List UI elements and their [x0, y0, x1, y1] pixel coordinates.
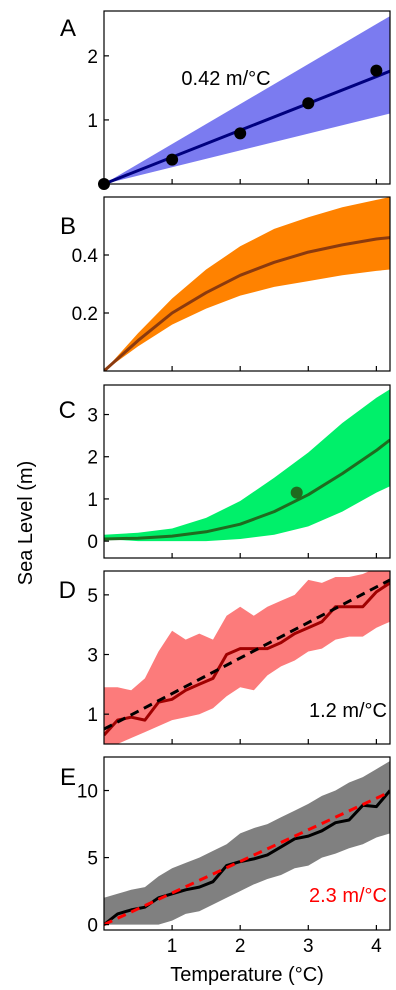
panel-b-series-1-line — [104, 236, 390, 371]
panel-a-band — [104, 16, 390, 184]
panel-a-ytick-label: 1 — [87, 111, 98, 132]
panel-b-letter: B — [60, 213, 76, 240]
panel-c-letter: C — [59, 397, 76, 424]
x-axis-title: Temperature (°C) — [170, 964, 324, 986]
panel-d-ytick-label: 5 — [87, 586, 98, 607]
panel-e-ytick-label: 10 — [77, 782, 98, 803]
panel-a-point-4 — [302, 97, 315, 110]
y-axis-title: Sea Level (m) — [15, 461, 37, 586]
panel-a-point-3 — [234, 127, 247, 140]
panel-d-band — [104, 571, 390, 744]
panel-d-axes-box — [103, 570, 391, 745]
panel-e-band — [104, 761, 390, 925]
panel-d-ytick-label: 1 — [87, 705, 98, 726]
panel-c-ytick-label: 2 — [87, 448, 98, 469]
panel-e-letter: E — [60, 764, 76, 791]
panel-e-xtick-label: 3 — [303, 936, 314, 957]
panel-a-letter: A — [60, 15, 76, 42]
panel-c-ytick-label: 1 — [87, 490, 98, 511]
panel-b-band — [104, 197, 390, 371]
panel-e-xtick-label: 4 — [371, 936, 382, 957]
panel-a-slope-annotation: 0.42 m/°C — [181, 68, 270, 90]
panel-c-axes-box — [103, 384, 391, 559]
panel-c-ytick-label: 3 — [87, 406, 98, 427]
panel-d-series-1-line — [104, 581, 390, 737]
panel-a-point-2 — [166, 153, 179, 166]
panel-d-series-2-dashed-fit — [104, 578, 390, 731]
panel-e-ytick-label: 0 — [87, 916, 98, 937]
panel-b-ytick-label: 0.4 — [72, 246, 99, 267]
panel-b-ytick-label: 0.2 — [72, 304, 98, 325]
panel-e-slope-annotation: 2.3 m/°C — [309, 885, 387, 907]
panel-e-series-2-dashed-fit — [104, 790, 390, 926]
panel-a-series-1-line — [104, 69, 390, 184]
panel-e-xtick-label: 1 — [167, 936, 178, 957]
panel-c-point-1 — [290, 486, 303, 499]
panel-d-ytick-label: 3 — [87, 646, 98, 667]
panel-d-slope-annotation: 1.2 m/°C — [309, 700, 387, 722]
panel-a-axes-box — [103, 10, 391, 185]
panel-c-series-1-line — [104, 438, 390, 541]
panel-e-xtick-label: 2 — [235, 936, 246, 957]
panel-a-ytick-label: 2 — [87, 47, 98, 68]
panel-e-axes-box — [103, 756, 391, 931]
panel-c-band — [104, 389, 390, 542]
panel-c-ytick-label: 0 — [87, 532, 98, 553]
panel-d-letter: D — [59, 577, 76, 604]
panel-a-point-5 — [370, 64, 383, 77]
panel-e-ytick-label: 5 — [87, 849, 98, 870]
panel-b-axes-box — [103, 196, 391, 372]
